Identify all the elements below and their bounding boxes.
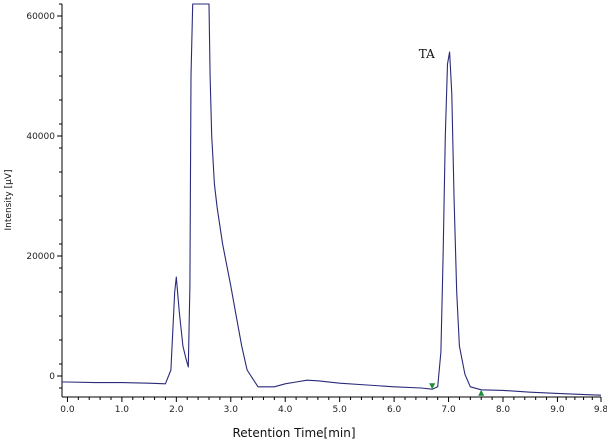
y-tick-label: 0 xyxy=(49,372,55,382)
y-tick-label: 60000 xyxy=(26,12,55,22)
series-group xyxy=(62,3,602,396)
x-tick-label: 4.0 xyxy=(278,405,293,415)
x-tick-label: 9.8 xyxy=(594,405,607,415)
peak-start-marker xyxy=(429,383,436,390)
x-axis-ticks: 0.0 1.0 2.0 3.0 4.0 5.0 6.0 7.0 8.0 9.0 9.8 xyxy=(60,397,607,415)
peak-end-marker xyxy=(478,389,485,396)
x-tick-label: 7.0 xyxy=(441,405,456,415)
x-tick-label: 3.0 xyxy=(224,405,239,415)
series-line xyxy=(62,3,602,396)
peak-label-ta: TA xyxy=(419,47,435,61)
x-tick-label: 8.0 xyxy=(496,405,511,415)
x-tick-label: 5.0 xyxy=(333,405,348,415)
x-axis-label: Retention Time[min] xyxy=(232,426,355,440)
y-axis-ticks: 0 20000 40000 60000 xyxy=(26,3,62,389)
x-tick-label: 1.0 xyxy=(115,405,130,415)
x-tick-label: 0.0 xyxy=(60,405,75,415)
x-tick-label: 9.0 xyxy=(550,405,565,415)
y-tick-label: 40000 xyxy=(26,132,55,142)
x-tick-label: 2.0 xyxy=(169,405,184,415)
x-tick-label: 6.0 xyxy=(387,405,402,415)
y-axis-label: Intensity [µV] xyxy=(4,170,14,231)
peak-markers xyxy=(429,383,485,396)
axes xyxy=(61,4,601,398)
y-tick-label: 20000 xyxy=(26,252,55,262)
